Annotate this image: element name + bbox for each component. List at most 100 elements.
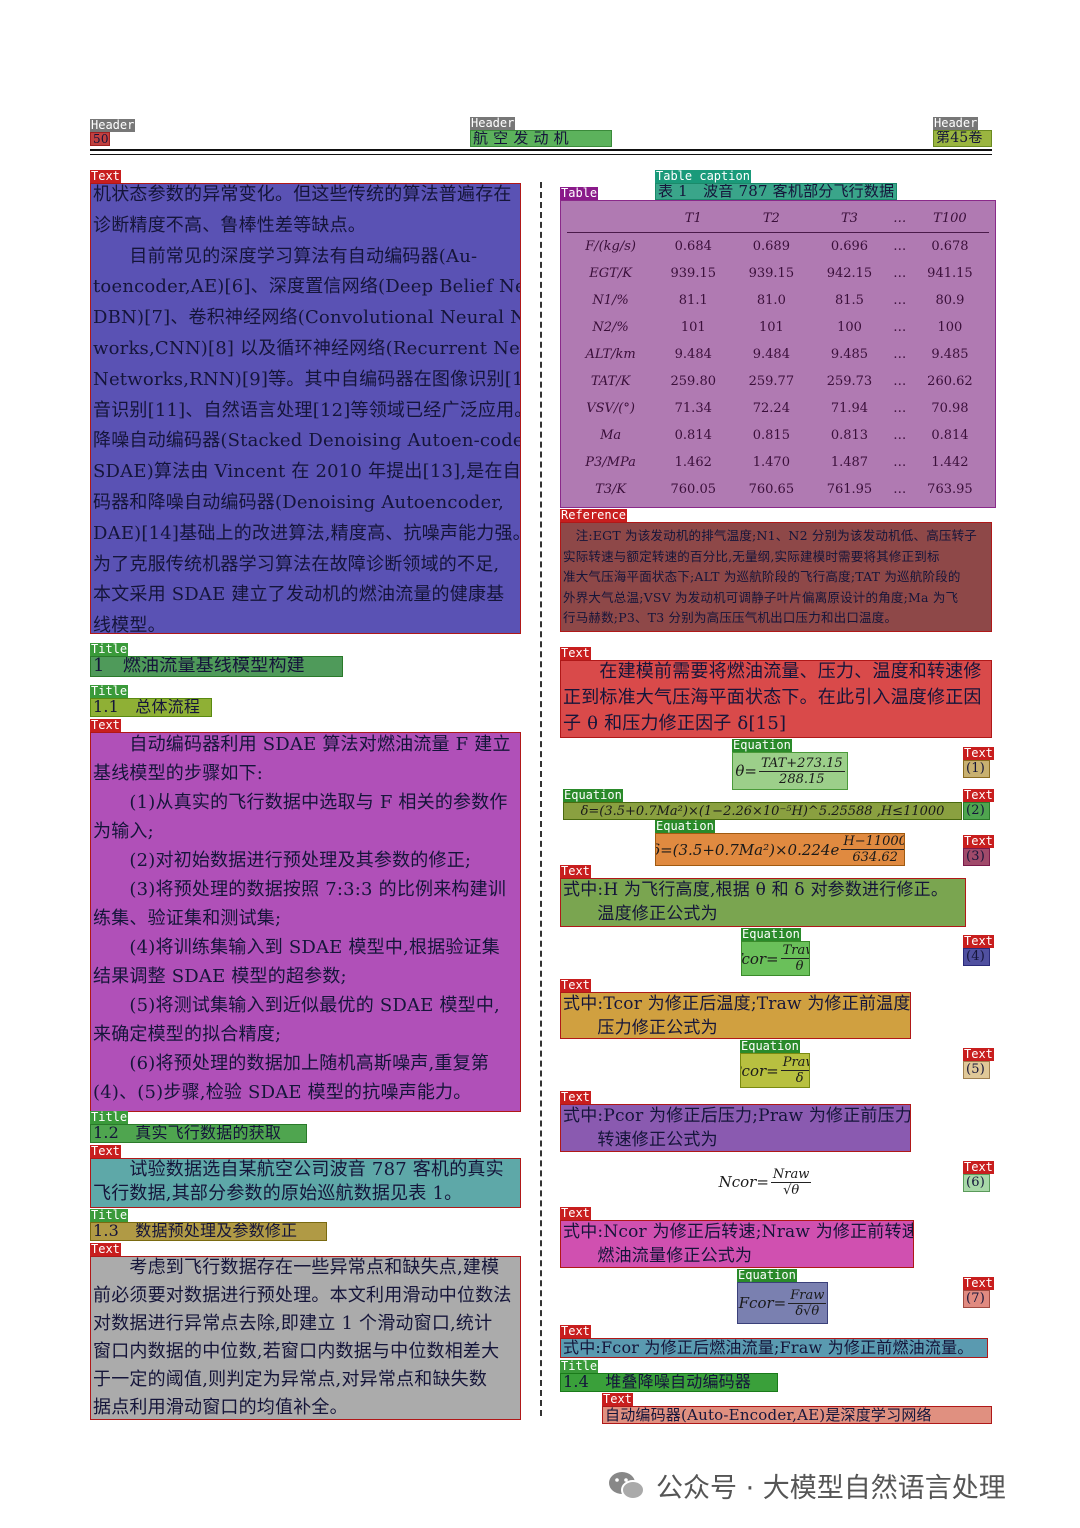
header-page-number: 50: [90, 132, 110, 146]
equation-theta-fraction: TAT+273.15 288.15: [758, 755, 845, 787]
equation-speed-fraction: Nraw √θ: [770, 1166, 812, 1198]
text-block-pressure-label: Text: [560, 978, 591, 992]
text-block-intro-line: 线模型。: [93, 615, 166, 634]
table-column-header: T100: [910, 205, 989, 233]
table-column-header: T3: [810, 205, 889, 233]
equation-theta-denominator: 288.15: [779, 771, 825, 787]
table-cell: 942.15: [826, 266, 873, 281]
equation-number-7-text: (7): [966, 1291, 986, 1306]
table-cell: 0.813: [830, 428, 869, 443]
section-title-1-4-label: Title: [560, 1359, 599, 1373]
equation-temp-label: Equation: [741, 927, 801, 941]
table-row: ALT/km 9.484 9.484 9.485 … 9.485: [567, 341, 989, 368]
table-cell: …: [893, 293, 907, 308]
text-block-steps-line: (6)将预处理的数据加上随机高斯噪声,重复第: [93, 1053, 490, 1074]
table-cell: 0.689: [752, 239, 790, 254]
header-rule-thick: [90, 149, 992, 151]
text-block-pressure-line: 式中:Tcor 为修正后温度;Traw 为修正前温度。: [563, 994, 911, 1014]
header-label: Header: [470, 116, 516, 130]
table-cell: 1.487: [830, 455, 869, 470]
text-block-fuel-line: 燃油流量修正公式为: [563, 1246, 753, 1266]
table-reference-note: 注:EGT 为该发动机的排气温度;N1、N2 分别为该发动机低、高压转子 实际转速…: [560, 522, 992, 632]
table-cell: 81.1: [678, 293, 708, 308]
equation-number-2: (2): [963, 802, 990, 820]
text-block-preprocess-line: 考虑到飞行数据存在一些异常点和缺失点,建模: [93, 1257, 500, 1278]
equation-theta-numerator: TAT+273.15: [758, 755, 845, 772]
text-block-ae-label: Text: [602, 1392, 633, 1406]
section-title-1: 1 燃油流量基线模型构建: [90, 656, 343, 677]
equation-delta-high-lhs: δ=(3.5+0.7Ma²)×0.224e: [655, 840, 840, 859]
equation-fuel: Fcor= Fraw δ√θ: [737, 1282, 828, 1324]
header-volume-text: 第45卷: [936, 130, 983, 146]
equation-temp-fraction: Trawθ: [780, 943, 809, 974]
table-cell: …: [893, 239, 907, 254]
section-title-1-1-label: Title: [90, 684, 129, 698]
section-title-1-3: 1.3 数据预处理及参数修正: [90, 1222, 327, 1241]
text-block-steps-line: 为输入;: [93, 821, 154, 842]
table-cell: …: [893, 482, 907, 497]
table-row-header: EGT/K: [589, 266, 632, 281]
data-table: T1 T2 T3… T100 F/(kg/s) 0.684 0.689 0.696… 0.678…: [560, 200, 996, 508]
text-block-intro-line: 诊断精度不高、鲁棒性差等缺点。: [93, 214, 366, 236]
table-cell: 259.77: [748, 374, 795, 389]
header-volume: 第45卷: [933, 130, 992, 147]
text-block-fuel-def-label: Text: [560, 1324, 591, 1338]
equation-temp-denominator: θ: [795, 959, 804, 974]
equation-temp-lhs: Tcor=: [741, 949, 779, 968]
equation-speed-lhs: Ncor=: [718, 1173, 769, 1191]
text-block-intro: 机状态参数的异常变化。但这些传统的算法普遍存在 诊断精度不高、鲁棒性差等缺点。 目…: [90, 183, 521, 634]
text-block-fuel-line: 式中:Ncor 为修正后转速;Nraw 为修正前转速。: [563, 1222, 914, 1242]
watermark-text: 公众号 · 大模型自然语言处理: [656, 1473, 1006, 1504]
equation-number-3: (3): [963, 848, 990, 866]
equation-number-3-text: (3): [966, 849, 986, 864]
table-row: F/(kg/s) 0.684 0.689 0.696 … 0.678: [567, 233, 989, 261]
section-title-1-2: 1.2 真实飞行数据的获取: [90, 1124, 307, 1143]
table-cell: 0.678: [931, 239, 969, 254]
equation-fuel-numerator: Fraw: [788, 1287, 827, 1304]
text-block-intro-line: 码器和降噪自动编码器(Denoising Autoencoder,: [93, 492, 505, 513]
table-column-header: …: [888, 205, 911, 233]
text-block-steps-line: 自动编码器利用 SDAE 算法对燃油流量 F 建立: [93, 734, 511, 755]
text-block-correction-line: 正到标准大气压海平面状态下。在此引入温度修正因: [563, 687, 982, 708]
section-title-1-text: 1 燃油流量基线模型构建: [93, 656, 305, 676]
text-block-speed-label: Text: [560, 1090, 591, 1104]
header-journal-text: 航 空 发 动 机: [473, 130, 569, 147]
text-block-intro-line: DBN)[7]、卷积神经网络(Convolutional Neural Net-: [93, 307, 521, 329]
text-block-fuel-def: 式中:Fcor 为修正后燃油流量;Fraw 为修正前燃油流量。: [560, 1338, 988, 1358]
table-cell: …: [893, 428, 907, 443]
text-block-preprocess: 考虑到飞行数据存在一些异常点和缺失点,建模 前必须要对数据进行预处理。本文利用滑动…: [90, 1256, 521, 1420]
text-block-fuel-label: Text: [560, 1206, 591, 1220]
table-cell: 0.696: [830, 239, 869, 254]
equation-pressure-numerator: Praw: [780, 1055, 809, 1071]
text-block-preprocess-label: Text: [90, 1242, 121, 1256]
table-row-header: VSV/(°): [586, 401, 635, 416]
table-cell: 9.484: [752, 347, 790, 362]
table-column-header: T2: [732, 205, 811, 233]
table-header-row: T1 T2 T3… T100: [567, 205, 989, 233]
table-reference-note-line: 注:EGT 为该发动机的排气温度;N1、N2 分别为该发动机低、高压转子: [563, 528, 977, 543]
equation-delta-low: δ=(3.5+0.7Ma²)×(1−2.26×10⁻⁵H)^5.25588 ,H…: [563, 802, 962, 820]
equation-speed-numerator: Nraw: [770, 1166, 812, 1183]
text-block-speed-line: 式中:Pcor 为修正后压力;Praw 为修正前压力。: [563, 1106, 911, 1126]
table-row: TAT/K 259.80 259.77 259.73 … 260.62: [567, 368, 989, 395]
equation-number-7: (7): [963, 1290, 990, 1308]
text-block-preprocess-line: 窗口内数据的中位数,若窗口内数据与中位数相差大: [93, 1341, 500, 1362]
table-row-header: TAT/K: [590, 374, 631, 389]
equation-delta-high: δ=(3.5+0.7Ma²)×0.224e H−11000 634.62: [655, 833, 905, 866]
table-reference-note-line: 实际转速与额定转速的百分比,无量纲,实际建模时需要将其修正到标: [563, 548, 940, 564]
equation-pressure-formula: Pcor=Prawδ: [741, 1054, 809, 1087]
text-block-steps-line: 练集、验证集和测试集;: [93, 908, 282, 929]
table-row: Ma 0.814 0.815 0.813 … 0.814: [567, 422, 989, 449]
equation-number-5: (5): [963, 1061, 990, 1079]
equation-delta-high-numerator: H−11000: [841, 834, 904, 850]
table-caption-text: 表 1 波音 787 客机部分飞行数据: [658, 183, 895, 200]
table-cell: 71.34: [674, 401, 712, 416]
text-block-intro-line: 机状态参数的异常变化。但这些传统的算法普遍存在: [93, 184, 512, 205]
text-block-pressure: 式中:Tcor 为修正后温度;Traw 为修正前温度。 压力修正公式为: [560, 992, 911, 1039]
text-block-steps-line: (2)对初始数据进行预处理及其参数的修正;: [93, 850, 472, 871]
equation-delta-low-formula: δ=(3.5+0.7Ma²)×(1−2.26×10⁻⁵H)^5.25588 ,H…: [564, 803, 961, 819]
table-row: P3/MPa 1.462 1.470 1.487 … 1.442: [567, 449, 989, 476]
equation-theta: θ= TAT+273.15 288.15: [732, 752, 848, 790]
table-cell: 70.98: [931, 401, 969, 416]
text-block-ae-line: 自动编码器(Auto-Encoder,AE)是深度学习网络: [605, 1406, 932, 1424]
